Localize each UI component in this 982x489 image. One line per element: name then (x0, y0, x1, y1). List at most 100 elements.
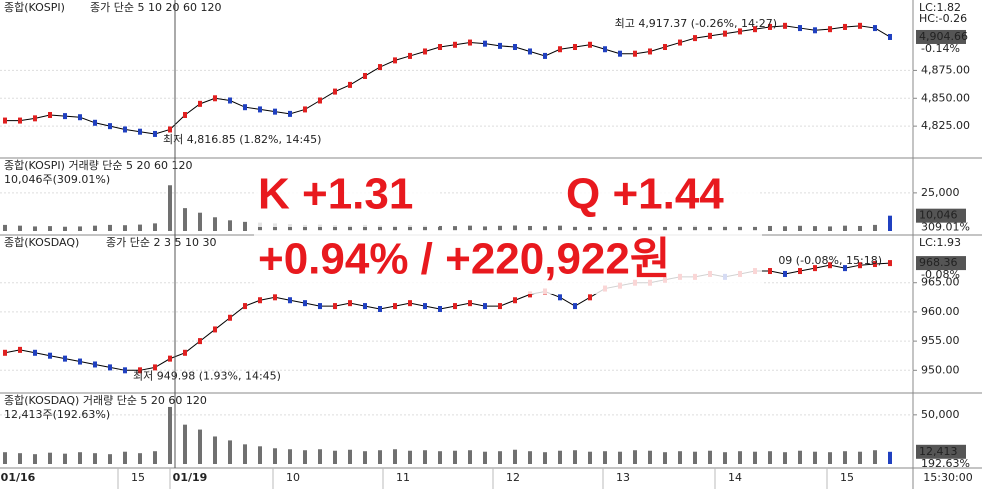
volume-bar (693, 451, 697, 464)
volume-bar (573, 226, 577, 231)
candle (528, 291, 532, 298)
volume-bar (33, 226, 37, 231)
candle (783, 22, 787, 29)
candle (198, 100, 202, 107)
volume-bar (48, 452, 52, 464)
volume-bar (423, 225, 427, 231)
volume-bar (78, 452, 82, 464)
volume-bar (663, 452, 667, 464)
candle (888, 260, 892, 267)
x-tick-label: 01/19 (173, 471, 208, 484)
volume-bar (18, 453, 22, 464)
volume-bar (798, 450, 802, 464)
candle (573, 44, 577, 51)
candle (18, 346, 22, 353)
candle (468, 300, 472, 307)
candle (93, 361, 97, 368)
candle (123, 367, 127, 374)
candle (438, 44, 442, 51)
volume-bar (33, 454, 37, 464)
overlay-box (254, 230, 762, 294)
candle (813, 265, 817, 272)
candle (888, 33, 892, 40)
candle (858, 22, 862, 29)
volume-bar (288, 224, 292, 231)
candle (798, 268, 802, 275)
volume-bar (813, 226, 817, 231)
candle (453, 303, 457, 310)
last-value: 12,413 (919, 445, 958, 458)
candle (78, 358, 82, 365)
volume-bar (618, 451, 622, 464)
x-tick-label: 15 (131, 471, 145, 484)
candle (318, 97, 322, 104)
candle (843, 23, 847, 30)
panel-title: 종합(KOSPI) 거래량 단순 5 20 60 120 (4, 159, 193, 172)
volume-bar (558, 225, 562, 231)
candle (213, 95, 217, 102)
volume-bar (873, 450, 877, 464)
candle (303, 106, 307, 113)
candle (123, 126, 127, 133)
volume-bar (783, 452, 787, 464)
volume-bar (873, 224, 877, 231)
volume-bar (153, 451, 157, 464)
volume-bar (648, 450, 652, 464)
volume-bar (3, 452, 7, 464)
volume-bar (333, 225, 337, 231)
volume-bar (408, 225, 412, 231)
volume-bar (843, 451, 847, 464)
candle (378, 305, 382, 312)
volume-bar (198, 212, 202, 231)
annotation-high: 최고 4,917.37 (-0.26%, 14:27) (615, 17, 777, 30)
volume-bar (198, 429, 202, 464)
candle (738, 28, 742, 35)
last-value-box (916, 256, 966, 271)
annotation-low: 최저 949.98 (1.93%, 14:45) (133, 369, 281, 382)
volume-bar (648, 226, 652, 231)
time-label: 15:30:00 (923, 471, 972, 484)
candle (558, 294, 562, 301)
volume-bar (153, 223, 157, 231)
volume-bar (363, 451, 367, 464)
overlay-kospi: K +1.31 (258, 170, 413, 219)
y-tick-label: 955.00 (921, 334, 960, 347)
candle (483, 40, 487, 47)
y-tick-label: 4,825.00 (921, 119, 970, 132)
volume-bar (213, 217, 217, 231)
candle (438, 305, 442, 312)
volume-bar (663, 226, 667, 231)
volume-bar (123, 451, 127, 464)
volume-bar (483, 226, 487, 231)
candle (378, 64, 382, 71)
candle (18, 117, 22, 124)
volume-bar (228, 440, 232, 464)
candle (393, 57, 397, 64)
volume-bar (93, 453, 97, 464)
annotation-high: 09 (-0.08%, 15:18) (778, 254, 882, 267)
corner-label: LC:1.82 (919, 1, 961, 14)
candle (258, 297, 262, 304)
volume-bar (678, 225, 682, 231)
candle (573, 303, 577, 310)
volume-bar (168, 406, 172, 464)
volume-bar (843, 225, 847, 231)
candle (228, 314, 232, 321)
candle (528, 48, 532, 55)
candle (318, 303, 322, 310)
volume-bar (243, 221, 247, 231)
candle (348, 81, 352, 88)
candle (48, 352, 52, 359)
volume-bar (438, 225, 442, 231)
volume-bar (528, 451, 532, 464)
candle (408, 52, 412, 59)
candle (168, 126, 172, 133)
volume-bar (693, 225, 697, 231)
volume-bar (633, 450, 637, 464)
candle (603, 46, 607, 53)
candle (453, 41, 457, 48)
volume-bar (888, 215, 892, 231)
y-tick-label: 4,850.00 (921, 91, 970, 104)
